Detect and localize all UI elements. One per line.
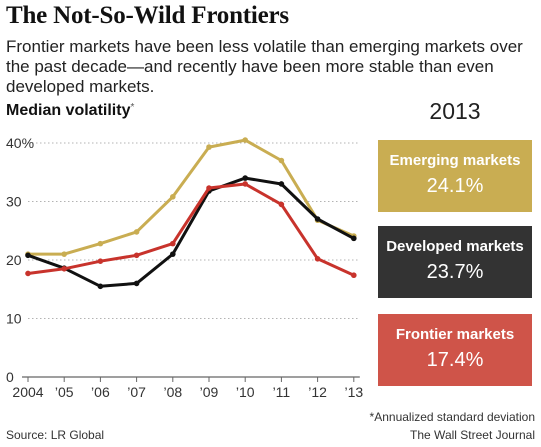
frontier-markets-point: [133, 252, 140, 259]
x-tick-label: 2004: [12, 384, 43, 400]
frontier-markets-point: [170, 240, 176, 247]
emerging-markets-point: [133, 229, 140, 235]
frontier-markets-point: [206, 185, 212, 191]
developed-markets-line: [26, 176, 356, 288]
frontier-markets-point: [314, 256, 321, 262]
frontier-markets-name: Frontier markets: [395, 326, 515, 343]
frontier-markets-point: [61, 265, 67, 272]
series-lines: [25, 137, 357, 290]
frontier-markets-point: [242, 181, 248, 187]
frontier-markets-box: Frontier markets 17.4%: [378, 314, 532, 386]
developed-markets-point: [25, 252, 31, 259]
footnote: *Annualized standard deviation: [369, 410, 535, 424]
x-tick-label: ’08: [163, 384, 182, 400]
x-tick-label: ’11: [273, 384, 291, 400]
developed-markets-name: Developed markets: [386, 238, 524, 255]
frontier-markets-value: 17.4%: [426, 349, 484, 371]
x-tick-label: ’13: [344, 384, 363, 400]
footnote-mark: *: [130, 102, 135, 113]
emerging-markets-value: 24.1%: [426, 175, 484, 197]
y-axis: 0 10 20 30 40%: [6, 135, 34, 385]
x-tick-label: ’12: [308, 384, 327, 400]
x-tick-label: ’06: [91, 384, 110, 400]
y-tick-label: 40%: [6, 135, 34, 151]
frontier-markets-point: [97, 258, 104, 264]
x-tick-label: ’10: [236, 384, 255, 400]
emerging-markets-point: [242, 137, 248, 143]
chart-title: The Not-So-Wild Frontiers: [6, 2, 289, 29]
developed-markets-point: [278, 181, 285, 187]
y-tick-label: 0: [6, 369, 14, 385]
frontier-markets-point: [25, 270, 31, 277]
emerging-markets-point: [170, 194, 176, 200]
x-tick-label: ’05: [55, 384, 74, 400]
metric-label: Median volatility*: [6, 102, 134, 120]
frontier-markets-line: [26, 182, 356, 277]
emerging-markets-point: [206, 144, 212, 150]
developed-markets-point: [351, 235, 357, 242]
developed-markets-box: Developed markets 23.7%: [378, 226, 532, 298]
x-tick-label: ’07: [127, 384, 146, 400]
y-tick-label: 30: [6, 194, 22, 210]
developed-markets-point: [170, 251, 176, 257]
y-tick-label: 10: [6, 311, 22, 327]
emerging-markets-line: [26, 138, 356, 256]
developed-markets-point: [97, 283, 104, 290]
metric-label-text: Median volatility: [6, 102, 131, 119]
emerging-markets-point: [61, 251, 67, 257]
publisher-credit: The Wall Street Journal: [410, 428, 535, 442]
developed-markets-point: [242, 175, 248, 181]
gridlines: [22, 142, 360, 382]
chart-subtitle: Frontier markets have been less volatile…: [6, 37, 523, 96]
frontier-markets-point: [278, 201, 285, 208]
emerging-markets-name: Emerging markets: [389, 152, 521, 169]
emerging-markets-point: [97, 240, 104, 247]
frontier-markets-point: [351, 272, 357, 279]
developed-markets-point: [133, 280, 140, 287]
x-axis: 2004 ’05 ’06 ’07 ’08 ’09 ’10 ’11 ’12 ’13: [12, 384, 363, 400]
source-note: Source: LR Global: [6, 428, 105, 442]
emerging-markets-point: [278, 157, 285, 164]
emerging-markets-box: Emerging markets 24.1%: [378, 140, 532, 212]
developed-markets-point: [314, 216, 321, 222]
x-tick-label: ’09: [200, 384, 219, 400]
panel-year: 2013: [429, 98, 481, 124]
developed-markets-value: 23.7%: [426, 261, 484, 283]
y-tick-label: 20: [6, 252, 22, 268]
